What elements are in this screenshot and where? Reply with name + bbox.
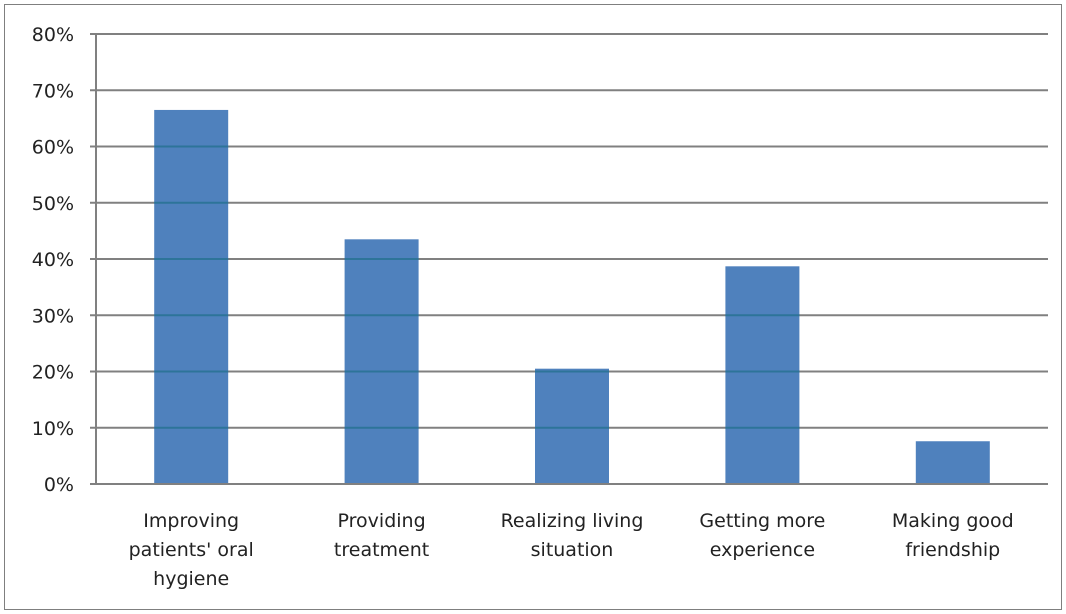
x-category-label-line: patients' oral bbox=[129, 539, 254, 561]
x-category-label-line: Getting more bbox=[699, 510, 825, 532]
bar bbox=[725, 266, 800, 484]
x-category-label: Getting more experience bbox=[699, 510, 825, 561]
x-category-label: Making good friendship bbox=[892, 510, 1014, 561]
y-tick-label: 50% bbox=[32, 193, 74, 215]
y-tick-label: 70% bbox=[32, 80, 74, 102]
x-category-label-line: hygiene bbox=[153, 568, 229, 590]
x-category-label: Realizing living situation bbox=[501, 510, 644, 561]
y-tick-label: 10% bbox=[32, 418, 74, 440]
bar bbox=[535, 368, 609, 484]
y-tick-label: 30% bbox=[32, 305, 74, 327]
x-category-label-line: experience bbox=[710, 539, 815, 561]
x-category-label-line: Improving bbox=[143, 510, 239, 532]
x-category-label: Improving patients' oral hygiene bbox=[129, 510, 254, 590]
x-category-label-line: Making good bbox=[892, 510, 1014, 532]
bar bbox=[154, 109, 229, 484]
y-tick-label: 20% bbox=[32, 362, 74, 384]
y-tick-label: 40% bbox=[32, 249, 74, 271]
bar bbox=[915, 441, 990, 484]
y-tick-label: 60% bbox=[32, 137, 74, 159]
x-category-label-line: Providing bbox=[338, 510, 426, 532]
y-tick-label: 80% bbox=[32, 24, 74, 46]
x-category-label-line: friendship bbox=[905, 539, 1000, 561]
x-category-label-line: Realizing living bbox=[501, 510, 644, 532]
bar bbox=[344, 239, 419, 484]
x-category-label-line: situation bbox=[531, 539, 614, 561]
x-category-label-line: treatment bbox=[334, 539, 429, 561]
y-tick-label: 0% bbox=[44, 474, 74, 496]
x-category-label: Providing treatment bbox=[334, 510, 429, 561]
